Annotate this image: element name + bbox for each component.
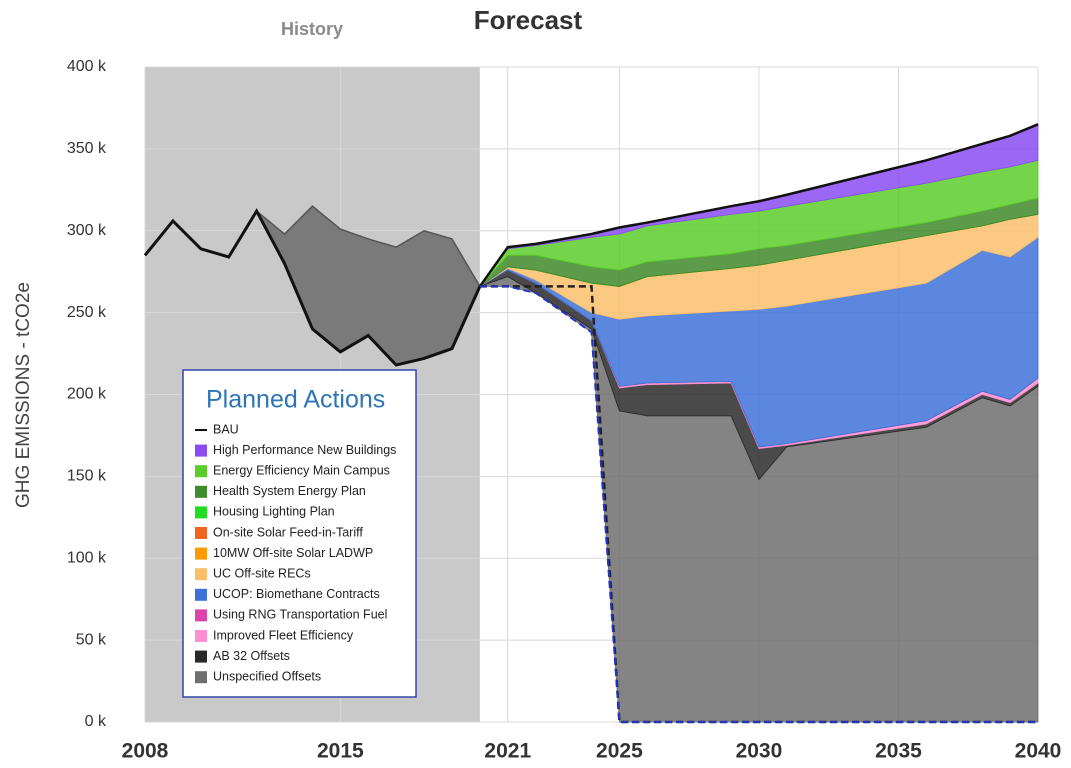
y-tick-label: 100 k: [67, 549, 107, 566]
y-axis-label: GHG EMISSIONS - tCO2e: [13, 282, 34, 508]
legend-label: Health System Energy Plan: [213, 484, 366, 498]
legend-swatch: [195, 444, 207, 457]
x-tick-label: 2035: [875, 740, 922, 763]
legend-swatch: [195, 485, 207, 498]
y-tick-label: 300 k: [67, 222, 107, 239]
y-tick-label: 250 k: [67, 304, 107, 321]
legend-swatch: [195, 465, 207, 478]
legend-label: BAU: [213, 422, 239, 436]
y-tick-label: 200 k: [67, 386, 107, 403]
legend-title: Planned Actions: [206, 386, 385, 414]
legend-swatch: [195, 527, 207, 539]
base-line: [479, 285, 1038, 723]
history-area: [145, 206, 480, 366]
legend: Planned Actions BAU High Performance New …: [182, 369, 417, 698]
x-tick-label: 2040: [1015, 740, 1062, 763]
legend-swatch: [195, 609, 207, 622]
legend-swatch: [195, 547, 207, 560]
legend-swatch: [195, 650, 207, 663]
y-tick-label: 350 k: [67, 140, 107, 157]
x-tick-label: 2008: [122, 740, 169, 763]
dashed-line: [479, 285, 1038, 724]
legend-label: UC Off-site RECs: [213, 566, 311, 580]
history-label: History: [281, 19, 343, 39]
legend-swatch: [195, 506, 207, 519]
legend-swatch: [195, 568, 207, 581]
x-tick-label: 2021: [484, 740, 531, 763]
y-tick-label: 0 k: [85, 713, 107, 730]
legend-label: Unspecified Offsets: [213, 669, 321, 683]
legend-label: Energy Efficiency Main Campus: [213, 463, 390, 477]
chart-title: Forecast: [474, 5, 583, 35]
x-tick-label: 2025: [596, 740, 643, 763]
legend-label: Improved Fleet Efficiency: [213, 628, 354, 642]
x-tick-label: 2015: [317, 740, 364, 763]
legend-swatch: [195, 671, 207, 684]
legend-label: On-site Solar Feed-in-Tariff: [213, 525, 363, 539]
legend-box: [182, 369, 417, 698]
y-tick-label: 150 k: [67, 468, 107, 485]
legend-label: AB 32 Offsets: [213, 649, 290, 663]
y-tick-label: 50 k: [76, 631, 107, 648]
legend-swatch: [195, 588, 207, 601]
bau-line: [478, 123, 1039, 288]
legend-label: Housing Lighting Plan: [213, 505, 335, 519]
history-line: [143, 208, 482, 367]
legend-label: High Performance New Buildings: [213, 443, 396, 457]
x-tick-label: 2030: [736, 740, 783, 763]
plot-area: [143, 66, 1039, 724]
legend-label: UCOP: Biomethane Contracts: [213, 587, 380, 601]
legend-label: 10MW Off-site Solar LADWP: [213, 546, 373, 560]
y-tick-label: 400 k: [67, 58, 107, 75]
legend-label: Using RNG Transportation Fuel: [213, 608, 387, 622]
legend-swatch: [195, 630, 207, 642]
